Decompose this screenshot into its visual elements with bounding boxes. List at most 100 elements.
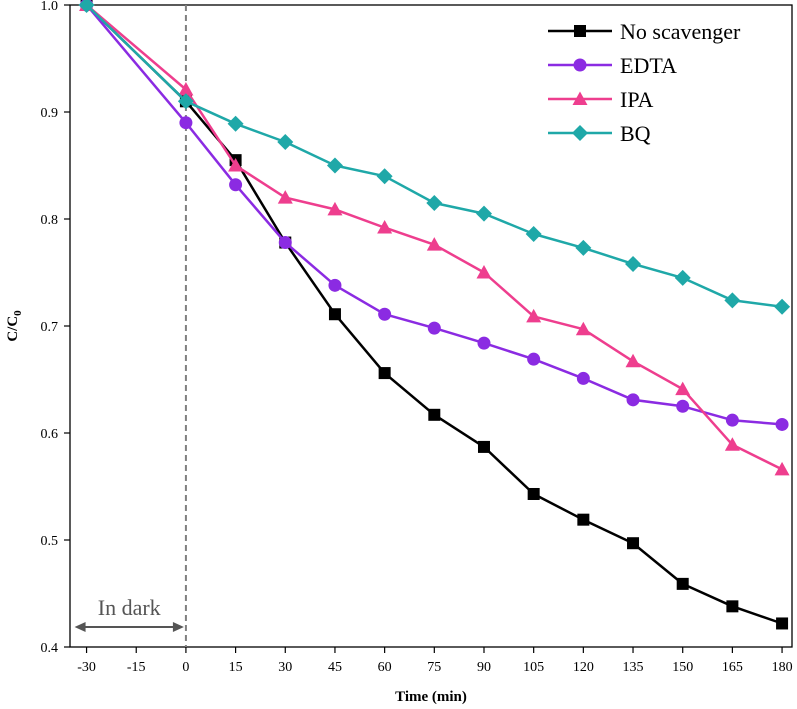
data-point-edta xyxy=(775,417,789,431)
data-point-ipa xyxy=(178,82,194,96)
legend-label-no-scavenger: No scavenger xyxy=(620,19,741,44)
data-point-bq xyxy=(575,239,592,256)
legend-item-edta: EDTA xyxy=(548,53,677,78)
data-point-ipa xyxy=(575,321,591,336)
x-tick-label: 105 xyxy=(523,660,544,675)
data-point-bq xyxy=(227,115,244,132)
data-point-edta xyxy=(626,393,640,407)
y-axis-title-main: C/C xyxy=(5,316,21,342)
x-tick-label: -15 xyxy=(127,660,146,675)
data-point-edta xyxy=(179,116,193,130)
x-tick-label: 135 xyxy=(623,660,644,675)
in-dark-label: In dark xyxy=(98,595,161,620)
data-point-no-scavenger xyxy=(378,367,391,380)
data-point-ipa xyxy=(327,201,343,216)
data-point-edta xyxy=(278,236,292,250)
x-tick-label: 60 xyxy=(378,660,392,675)
y-tick-label: 0.5 xyxy=(41,534,59,549)
data-point-ipa xyxy=(277,190,293,204)
data-point-bq xyxy=(625,255,642,272)
legend-item-ipa: IPA xyxy=(548,87,654,112)
x-tick-label: -30 xyxy=(77,660,96,675)
data-point-ipa xyxy=(228,158,244,172)
legend: No scavenger EDTA IPA BQ xyxy=(548,19,741,146)
dark-arrow-left-head xyxy=(74,622,86,632)
y-tick-label: 0.8 xyxy=(41,213,59,228)
x-tick-label: 45 xyxy=(328,660,342,675)
y-tick-label: 1.0 xyxy=(41,0,59,14)
data-point-ipa xyxy=(675,381,691,396)
data-point-ipa xyxy=(476,265,492,279)
data-point-bq xyxy=(774,298,791,315)
y-tick-label: 0.6 xyxy=(41,427,59,442)
data-point-no-scavenger xyxy=(627,537,640,550)
series-line-ipa xyxy=(85,4,783,471)
data-point-no-scavenger xyxy=(577,513,590,526)
legend-item-bq: BQ xyxy=(548,121,651,146)
legend-marker-ipa xyxy=(572,91,588,105)
y-tick-label: 0.4 xyxy=(41,641,59,656)
data-point-bq xyxy=(326,157,343,174)
data-point-no-scavenger xyxy=(477,440,490,453)
data-point-no-scavenger xyxy=(428,408,441,421)
data-point-ipa xyxy=(526,308,542,323)
data-point-bq xyxy=(674,269,691,286)
x-tick-label: 90 xyxy=(477,660,491,675)
data-point-bq xyxy=(724,292,741,309)
data-point-no-scavenger xyxy=(527,487,540,500)
data-point-bq xyxy=(426,194,443,211)
x-tick-label: 180 xyxy=(772,660,793,675)
plot-area: 0.4 0.5 0.6 0.7 0.8 0.9 1.0 -30 -15 0 15 30 45 60 75 90… xyxy=(41,0,793,675)
data-point-edta xyxy=(477,336,491,350)
x-tick-label: 150 xyxy=(672,660,693,675)
series-layer xyxy=(78,0,791,630)
x-tick-label: 0 xyxy=(182,660,189,675)
legend-marker-edta xyxy=(573,58,587,72)
data-point-bq xyxy=(525,225,542,242)
x-tick-label: 30 xyxy=(278,660,292,675)
x-tick-label: 120 xyxy=(573,660,594,675)
data-point-ipa xyxy=(426,237,442,251)
data-point-edta xyxy=(725,413,739,427)
data-point-edta xyxy=(328,278,342,292)
data-point-ipa xyxy=(774,461,790,476)
data-point-bq xyxy=(277,133,294,150)
x-tick-label: 75 xyxy=(427,660,441,675)
legend-label-edta: EDTA xyxy=(620,53,677,78)
series-bq xyxy=(78,0,791,315)
x-axis-title: Time (min) xyxy=(395,689,467,705)
y-axis-title-subscript: 0 xyxy=(12,310,24,316)
series-line-no-scavenger xyxy=(85,4,783,625)
series-ipa xyxy=(79,0,790,476)
data-point-edta xyxy=(427,321,441,335)
y-tick-label: 0.7 xyxy=(41,320,59,335)
data-point-no-scavenger xyxy=(726,600,739,613)
series-line-edta xyxy=(85,4,783,426)
data-point-no-scavenger xyxy=(676,577,689,590)
data-point-edta xyxy=(229,178,243,192)
legend-marker-bq xyxy=(572,125,588,141)
legend-label-bq: BQ xyxy=(620,121,651,146)
y-axis-title: C/C0 xyxy=(5,310,24,342)
dark-arrow-right-head xyxy=(172,622,184,632)
data-point-no-scavenger xyxy=(776,617,789,630)
data-point-edta xyxy=(576,371,590,385)
data-point-bq xyxy=(376,168,393,185)
data-point-no-scavenger xyxy=(328,308,341,321)
data-point-edta xyxy=(378,307,392,321)
data-point-edta xyxy=(527,352,541,366)
data-point-bq xyxy=(475,205,492,222)
series-line-bq xyxy=(85,4,783,308)
data-point-bq xyxy=(177,93,194,110)
data-point-ipa xyxy=(724,437,740,451)
x-tick-label: 165 xyxy=(722,660,743,675)
data-point-ipa xyxy=(625,353,641,368)
legend-label-ipa: IPA xyxy=(620,87,654,112)
y-tick-label: 0.9 xyxy=(41,106,59,121)
legend-item-no-scavenger: No scavenger xyxy=(548,19,741,44)
data-point-edta xyxy=(676,399,690,413)
data-point-ipa xyxy=(377,220,393,234)
x-tick-label: 15 xyxy=(229,660,243,675)
